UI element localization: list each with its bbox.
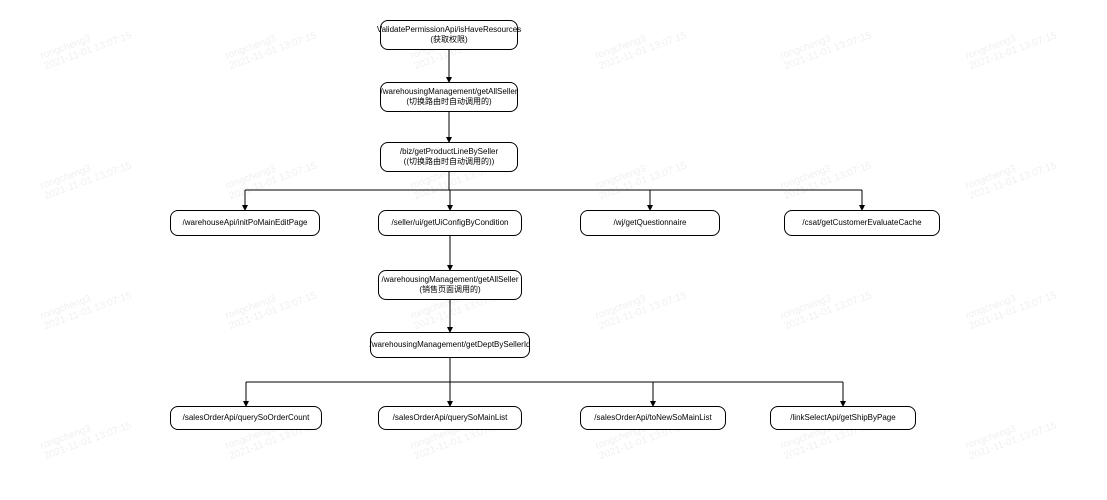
watermark: rongcheng32021-11-01 13:07:15 — [594, 20, 688, 72]
watermark-text: rongcheng3 — [594, 150, 684, 192]
watermark: rongcheng32021-11-01 13:07:15 — [39, 20, 133, 72]
flow-node: /warehousingManagement/getAllSeller(切换路由… — [380, 82, 518, 112]
watermark: rongcheng32021-11-01 13:07:15 — [594, 280, 688, 332]
watermark: rongcheng32021-11-01 13:07:15 — [594, 150, 688, 202]
watermark: rongcheng32021-11-01 13:07:15 — [39, 150, 133, 202]
watermark-text: rongcheng3 — [594, 20, 684, 62]
node-title: /csat/getCustomerEvaluateCache — [802, 218, 921, 228]
node-title: /warehouseApi/initPoMainEditPage — [183, 218, 308, 228]
node-title: /linkSelectApi/getShipByPage — [790, 413, 895, 423]
watermark-time: 2021-11-01 13:07:15 — [968, 30, 1058, 72]
watermark-time: 2021-11-01 13:07:15 — [783, 160, 873, 202]
watermark-text: rongcheng3 — [964, 410, 1054, 452]
watermark-text: rongcheng3 — [39, 150, 129, 192]
watermark-text: rongcheng3 — [39, 410, 129, 452]
watermark-time: 2021-11-01 13:07:15 — [43, 420, 133, 462]
flow-node: ValidatePermissionApi/isHaveResources(获取… — [380, 20, 518, 50]
watermark: rongcheng32021-11-01 13:07:15 — [964, 20, 1058, 72]
watermark-time: 2021-11-01 13:07:15 — [598, 160, 688, 202]
watermark: rongcheng32021-11-01 13:07:15 — [964, 150, 1058, 202]
watermark: rongcheng32021-11-01 13:07:15 — [964, 410, 1058, 462]
edges-layer — [0, 0, 1107, 500]
watermark: rongcheng32021-11-01 13:07:15 — [779, 280, 873, 332]
flow-node: /warehouseApi/initPoMainEditPage — [170, 210, 320, 236]
flow-node: /wj/getQuestionnaire — [580, 210, 720, 236]
node-subtitle: (销售页面调用的) — [419, 285, 480, 295]
watermark-text: rongcheng3 — [39, 280, 129, 322]
node-subtitle: (获取权限) — [430, 35, 467, 45]
watermark-time: 2021-11-01 13:07:15 — [783, 290, 873, 332]
node-title: /warehousingManagement/getAllSeller — [381, 87, 518, 97]
node-title: /warehousingManagement/getAllSeller — [382, 275, 519, 285]
watermark-text: rongcheng3 — [779, 280, 869, 322]
node-subtitle: (切换路由时自动调用的) — [406, 97, 491, 107]
flow-node: /linkSelectApi/getShipByPage — [770, 406, 916, 430]
watermark-time: 2021-11-01 13:07:15 — [968, 160, 1058, 202]
watermark-time: 2021-11-01 13:07:15 — [968, 420, 1058, 462]
watermark-text: rongcheng3 — [224, 20, 314, 62]
flow-node: /biz/getProductLineBySeller((切换路由时自动调用的)… — [380, 142, 518, 172]
flow-node: /csat/getCustomerEvaluateCache — [784, 210, 940, 236]
watermark: rongcheng32021-11-01 13:07:15 — [964, 280, 1058, 332]
watermark-text: rongcheng3 — [779, 150, 869, 192]
node-title: /wj/getQuestionnaire — [614, 218, 687, 228]
watermark: rongcheng32021-11-01 13:07:15 — [779, 150, 873, 202]
watermark-text: rongcheng3 — [779, 20, 869, 62]
flow-node: /salesOrderApi/querySoOrderCount — [170, 406, 322, 430]
watermark-time: 2021-11-01 13:07:15 — [598, 30, 688, 72]
watermark: rongcheng32021-11-01 13:07:15 — [224, 280, 318, 332]
watermark-text: rongcheng3 — [224, 280, 314, 322]
watermark-time: 2021-11-01 13:07:15 — [228, 160, 318, 202]
watermark-text: rongcheng3 — [594, 280, 684, 322]
flow-node: /warehousingManagement/getAllSeller(销售页面… — [378, 270, 522, 300]
flowchart-canvas: rongcheng32021-11-01 13:07:15rongcheng32… — [0, 0, 1107, 500]
flow-node: /seller/ui/getUiConfigByCondition — [378, 210, 522, 236]
node-title: /seller/ui/getUiConfigByCondition — [392, 218, 509, 228]
node-title: /salesOrderApi/querySoMainList — [393, 413, 508, 423]
node-subtitle: ((切换路由时自动调用的)) — [404, 157, 495, 167]
watermark-text: rongcheng3 — [964, 20, 1054, 62]
node-title: /salesOrderApi/querySoOrderCount — [183, 413, 310, 423]
watermark: rongcheng32021-11-01 13:07:15 — [39, 280, 133, 332]
watermark: rongcheng32021-11-01 13:07:15 — [224, 150, 318, 202]
node-title: ValidatePermissionApi/isHaveResources — [377, 25, 521, 35]
node-title: /biz/getProductLineBySeller — [400, 147, 498, 157]
watermark-text: rongcheng3 — [964, 150, 1054, 192]
watermark-text: rongcheng3 — [224, 150, 314, 192]
watermark-text: rongcheng3 — [964, 280, 1054, 322]
flow-node: /warehousingManagement/getDeptBySellerId — [370, 332, 530, 358]
watermark-time: 2021-11-01 13:07:15 — [598, 290, 688, 332]
node-title: /salesOrderApi/toNewSoMainList — [594, 413, 711, 423]
watermark: rongcheng32021-11-01 13:07:15 — [39, 410, 133, 462]
flow-node: /salesOrderApi/toNewSoMainList — [580, 406, 726, 430]
watermark-text: rongcheng3 — [39, 20, 129, 62]
watermark-time: 2021-11-01 13:07:15 — [43, 160, 133, 202]
node-title: /warehousingManagement/getDeptBySellerId — [370, 340, 531, 350]
watermark-time: 2021-11-01 13:07:15 — [228, 30, 318, 72]
flow-node: /salesOrderApi/querySoMainList — [378, 406, 522, 430]
watermark: rongcheng32021-11-01 13:07:15 — [224, 20, 318, 72]
watermark-time: 2021-11-01 13:07:15 — [968, 290, 1058, 332]
watermark: rongcheng32021-11-01 13:07:15 — [779, 20, 873, 72]
watermark-time: 2021-11-01 13:07:15 — [783, 30, 873, 72]
watermark-time: 2021-11-01 13:07:15 — [43, 30, 133, 72]
watermark-time: 2021-11-01 13:07:15 — [228, 290, 318, 332]
watermark-time: 2021-11-01 13:07:15 — [43, 290, 133, 332]
